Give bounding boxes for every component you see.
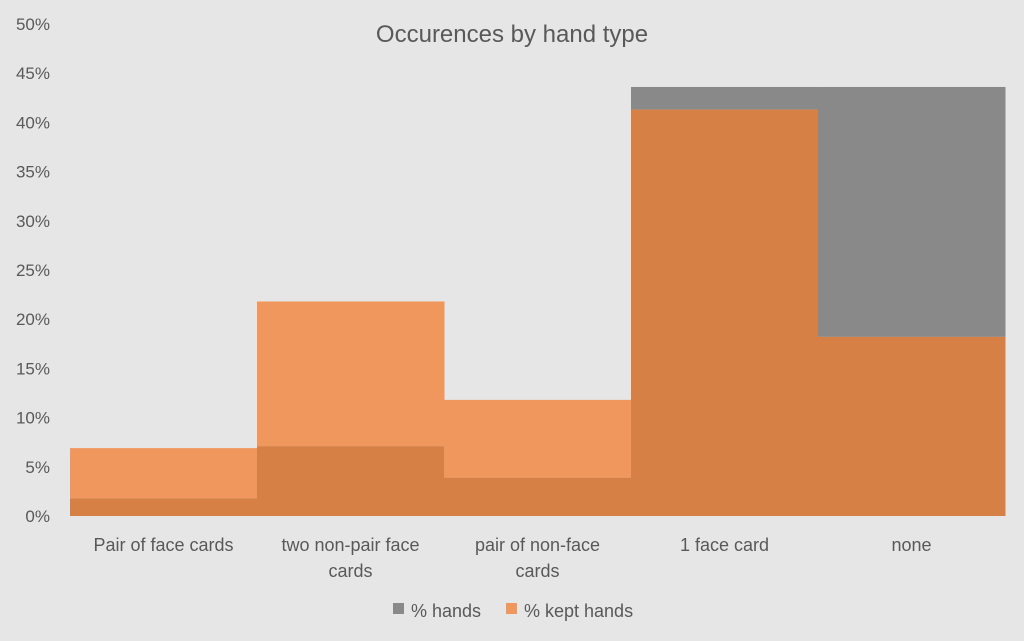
x-category-label: none — [891, 535, 931, 555]
area-segment-kept-hands — [257, 301, 445, 447]
x-axis: Pair of face cards two non-pair face cards… — [93, 535, 931, 581]
x-category-label: two non-pair face — [281, 535, 419, 555]
legend: % hands % kept hands — [393, 601, 633, 621]
y-tick-label: 40% — [16, 113, 50, 132]
y-tick-label: 25% — [16, 261, 50, 280]
legend-swatch-kept-hands — [506, 603, 517, 614]
y-tick-label: 20% — [16, 310, 50, 329]
legend-swatch-hands — [393, 603, 404, 614]
area-segment-kept-hands — [444, 399, 632, 478]
area-segment-kept-hands — [70, 448, 258, 499]
area-segment-hands — [818, 86, 1006, 337]
y-tick-label: 35% — [16, 163, 50, 182]
x-category-label: 1 face card — [680, 535, 769, 555]
x-category-label: pair of non-face — [475, 535, 600, 555]
legend-label-hands: % hands — [411, 601, 481, 621]
area-segment-overlap — [818, 336, 1006, 516]
area-segment-hands — [631, 86, 819, 110]
y-axis: 0% 5% 10% 15% 20% 25% 30% 35% 40% 45% 50% — [16, 15, 50, 526]
x-category-label: cards — [515, 561, 559, 581]
y-tick-label: 30% — [16, 212, 50, 231]
area-segment-overlap — [257, 446, 445, 516]
y-tick-label: 0% — [25, 507, 50, 526]
area-segment-overlap — [631, 109, 819, 516]
x-category-label: Pair of face cards — [93, 535, 233, 555]
y-tick-label: 50% — [16, 15, 50, 34]
x-category-label: cards — [328, 561, 372, 581]
area-segment-overlap — [444, 477, 632, 516]
y-tick-label: 10% — [16, 409, 50, 428]
y-tick-label: 15% — [16, 359, 50, 378]
y-tick-label: 5% — [25, 458, 50, 477]
chart-title: Occurences by hand type — [376, 21, 648, 48]
legend-label-kept-hands: % kept hands — [524, 601, 633, 621]
area-segment-overlap — [70, 498, 258, 516]
plot-area — [70, 86, 1006, 516]
y-tick-label: 45% — [16, 64, 50, 83]
